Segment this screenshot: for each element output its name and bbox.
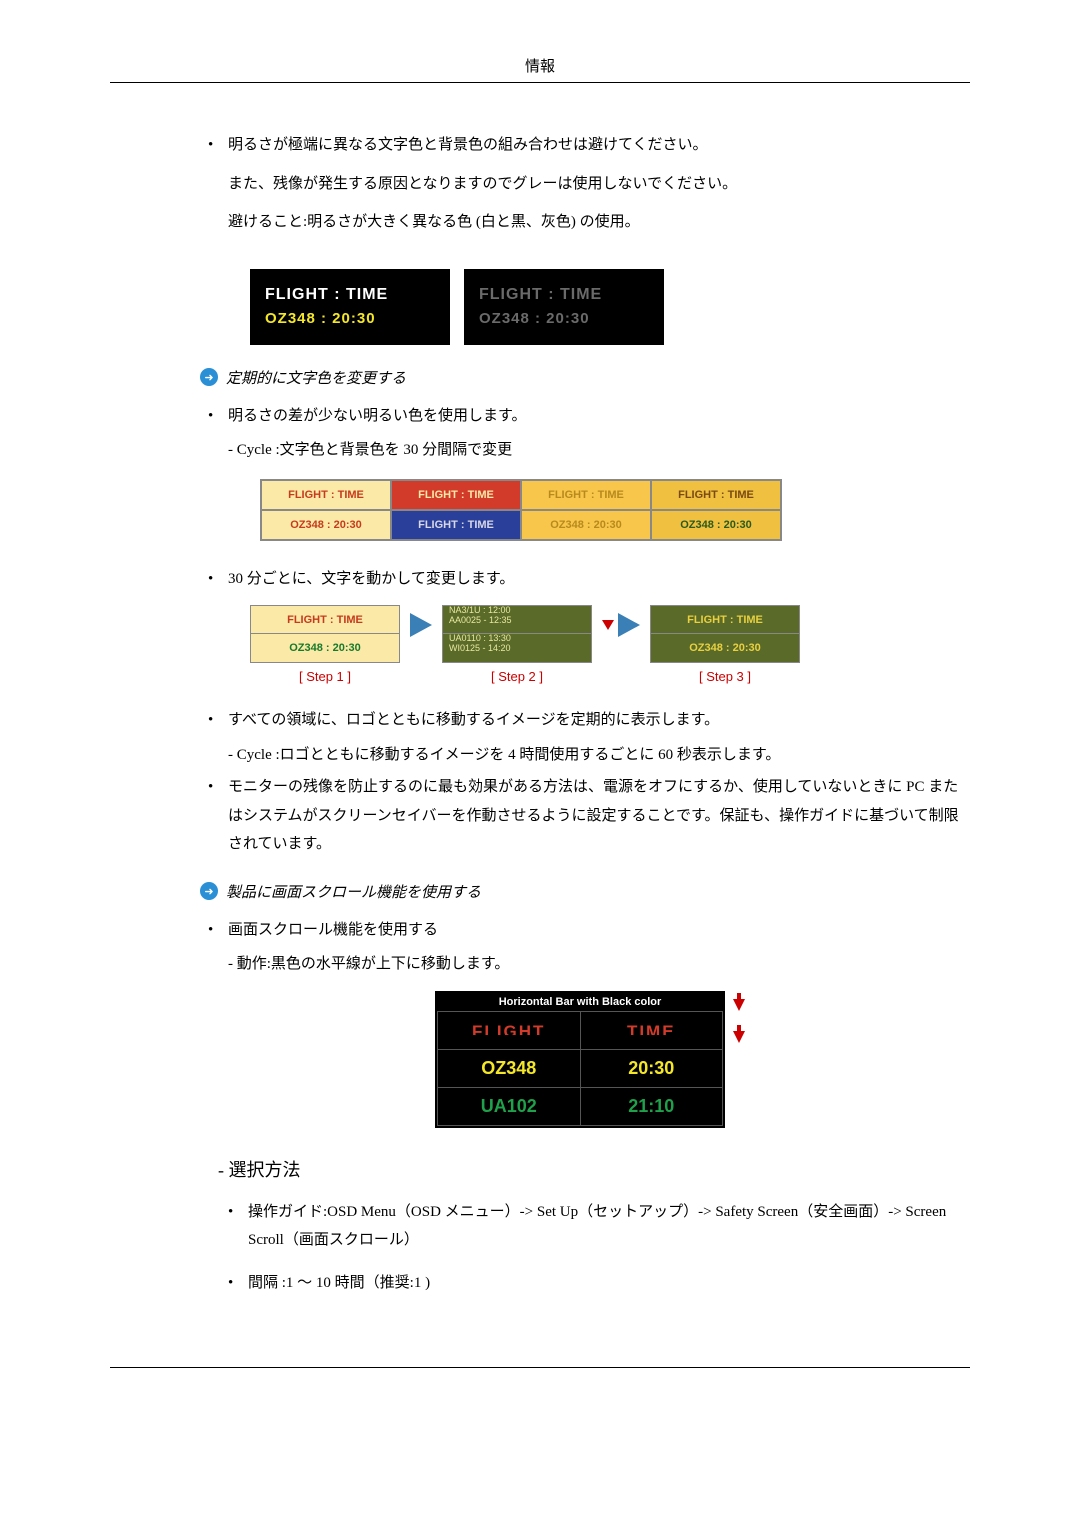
section-heading-scroll: ➜ 製品に画面スクロール機能を使用する <box>200 881 960 902</box>
color-cycle-cell: FLIGHT : TIME <box>391 480 521 510</box>
text: 画面スクロール機能を使用する <box>228 922 438 938</box>
bullet-prevent-burnin: モニターの残像を防止するのに最も効果がある方法は、電源をオフにするか、使用してい… <box>200 773 960 859</box>
color-cycle-cell: OZ348 : 20:30 <box>651 510 781 540</box>
page-content: 明るさが極端に異なる文字色と背景色の組み合わせは避けてください。 また、残像が発… <box>110 131 970 1297</box>
figure-color-cycle-grid: FLIGHT : TIMEFLIGHT : TIMEFLIGHT : TIMEF… <box>260 479 782 541</box>
figure-three-steps: FLIGHT : TIMEOZ348 : 20:30[ Step 1 ] NA3/… <box>250 605 960 684</box>
bullet-use-scroll: 画面スクロール機能を使用する - 動作:黒色の水平線が上下に移動します。 <box>200 916 960 979</box>
step-arrow-group <box>410 605 432 637</box>
bullet-osd-menu-path: 操作ガイド:OSD Menu（OSD メニュー）-> Set Up（セットアップ… <box>220 1198 960 1255</box>
sub-text: - 動作:黒色の水平線が上下に移動します。 <box>228 950 960 979</box>
bullet-move-text: 30 分ごとに、文字を動かして変更します。 <box>200 565 960 594</box>
text: また、残像が発生する原因となりますのでグレーは使用しないでください。 <box>228 170 960 199</box>
page-header-title: 情報 <box>110 55 970 83</box>
step-label: [ Step 3 ] <box>650 669 800 684</box>
color-cycle-cell: FLIGHT : TIME <box>651 480 781 510</box>
step-label: [ Step 1 ] <box>250 669 400 684</box>
time-cell: 21:10 <box>580 1087 723 1125</box>
step-column: FLIGHT : TIMEOZ348 : 20:30[ Step 1 ] <box>250 605 400 684</box>
figure-contrast-examples: FLIGHT : TIMEOZ348 : 20:30FLIGHT : TIMEO… <box>250 269 960 345</box>
text: 間隔 :1 ～ 10 時間（推奨:1 ) <box>248 1275 430 1291</box>
step-column: FLIGHT : TIMEOZ348 : 20:30[ Step 3 ] <box>650 605 800 684</box>
section-heading-change-color: ➜ 定期的に文字色を変更する <box>200 367 960 388</box>
time-cell: TIME <box>580 1011 723 1049</box>
text: モニターの残像を防止するのに最も効果がある方法は、電源をオフにするか、使用してい… <box>228 779 959 852</box>
heading-text: 定期的に文字色を変更する <box>226 367 406 388</box>
bullet-interval: 間隔 :1 ～ 10 時間（推奨:1 ) <box>220 1269 960 1298</box>
color-cycle-cell: OZ348 : 20:30 <box>521 510 651 540</box>
selection-method-heading: - 選択方法 <box>218 1156 960 1182</box>
text: 避けること:明るさが大きく異なる色 (白と黒、灰色) の使用。 <box>228 208 960 237</box>
scroll-arrows <box>733 993 745 1043</box>
color-cycle-cell: FLIGHT : TIME <box>391 510 521 540</box>
contrast-panel: FLIGHT : TIMEOZ348 : 20:30 <box>250 269 450 345</box>
arrow-bullet-icon: ➜ <box>200 368 218 386</box>
arrow-bullet-icon: ➜ <box>200 882 218 900</box>
text: 30 分ごとに、文字を動かして変更します。 <box>228 571 514 587</box>
contrast-panel: FLIGHT : TIMEOZ348 : 20:30 <box>464 269 664 345</box>
figure4-title: Horizontal Bar with Black color <box>437 993 723 1011</box>
color-cycle-cell: FLIGHT : TIME <box>521 480 651 510</box>
flight-cell: UA102 <box>438 1087 581 1125</box>
bullet-bright-colors: 明るさの差が少ない明るい色を使用します。 - Cycle :文字色と背景色を 3… <box>200 402 960 465</box>
heading-text: 製品に画面スクロール機能を使用する <box>226 881 481 902</box>
text: 明るさが極端に異なる文字色と背景色の組み合わせは避けてください。 <box>228 137 708 153</box>
figure-horizontal-bar: Horizontal Bar with Black color FLIGHTTI… <box>435 991 725 1128</box>
sub-text: - Cycle :ロゴとともに移動するイメージを 4 時間使用するごとに 60 … <box>228 741 960 770</box>
text: 操作ガイド:OSD Menu（OSD メニュー）-> Set Up（セットアップ… <box>248 1204 946 1249</box>
text: 明るさの差が少ない明るい色を使用します。 <box>228 408 527 424</box>
footer-divider <box>110 1367 970 1368</box>
color-cycle-cell: OZ348 : 20:30 <box>261 510 391 540</box>
step-label: [ Step 2 ] <box>442 669 592 684</box>
color-cycle-cell: FLIGHT : TIME <box>261 480 391 510</box>
text: すべての領域に、ロゴとともに移動するイメージを定期的に表示します。 <box>228 712 719 728</box>
flight-cell: OZ348 <box>438 1049 581 1087</box>
bullet-logo-cycle: すべての領域に、ロゴとともに移動するイメージを定期的に表示します。 - Cycl… <box>200 706 960 769</box>
step-column: NA3/1U : 12:00AA0025 - 12:35UA0110 : 13:… <box>442 605 592 684</box>
bullet-avoid-contrast: 明るさが極端に異なる文字色と背景色の組み合わせは避けてください。 また、残像が発… <box>200 131 960 237</box>
flight-cell: FLIGHT <box>438 1011 581 1049</box>
sub-text: - Cycle :文字色と背景色を 30 分間隔で変更 <box>228 436 960 465</box>
step-arrow-group <box>602 605 640 637</box>
time-cell: 20:30 <box>580 1049 723 1087</box>
